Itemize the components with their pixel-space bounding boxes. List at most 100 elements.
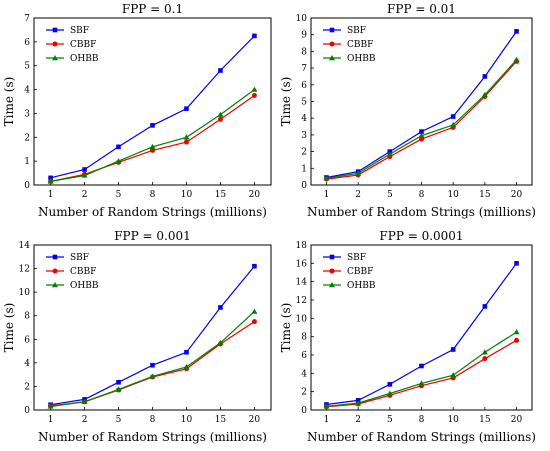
y-tick-label: 4 bbox=[301, 114, 307, 124]
legend-marker-cbbf bbox=[329, 268, 335, 274]
legend: SBF CBBF OHBB bbox=[323, 26, 376, 64]
x-tick-label: 10 bbox=[181, 415, 193, 425]
legend-label-ohbb: OHBB bbox=[347, 281, 376, 291]
y-tick-label: 1 bbox=[24, 157, 30, 167]
legend-marker-ohbb bbox=[52, 282, 58, 288]
data-point-ohbb bbox=[217, 111, 224, 117]
y-tick-label: 0 bbox=[24, 181, 30, 191]
y-tick-label: 6 bbox=[24, 38, 30, 48]
y-tick-label: 0 bbox=[24, 406, 30, 416]
data-point-sbf bbox=[184, 106, 189, 111]
x-tick-label: 8 bbox=[150, 190, 156, 200]
data-point-cbbf bbox=[482, 356, 488, 362]
y-tick-label: 0 bbox=[301, 181, 307, 191]
y-tick-label: 1 bbox=[301, 164, 307, 174]
x-tick-label: 8 bbox=[150, 415, 156, 425]
data-point-sbf bbox=[252, 263, 257, 269]
legend-marker-ohbb bbox=[329, 55, 335, 61]
data-point-sbf bbox=[218, 305, 223, 310]
legend-marker-sbf bbox=[329, 254, 335, 260]
legend-label-sbf: SBF bbox=[70, 253, 89, 263]
y-tick-label: 10 bbox=[19, 288, 31, 298]
x-tick-label: 1 bbox=[324, 190, 330, 200]
x-axis-label: Number of Random Strings (millions) bbox=[38, 205, 267, 219]
data-point-sbf bbox=[150, 123, 155, 128]
chart-title: FPP = 0.001 bbox=[114, 229, 191, 243]
data-point-cbbf bbox=[150, 147, 155, 153]
x-tick-label: 5 bbox=[387, 190, 393, 200]
data-point-cbbf bbox=[183, 139, 189, 145]
y-axis-label: Time (s) bbox=[279, 77, 293, 127]
data-point-sbf bbox=[82, 167, 87, 172]
y-tick-label: 7 bbox=[301, 64, 307, 74]
data-point-ohbb bbox=[251, 86, 258, 92]
chart-title: FPP = 0.0001 bbox=[379, 229, 463, 243]
legend: SBF CBBF OHBB bbox=[323, 253, 376, 291]
data-point-cbbf bbox=[251, 319, 257, 325]
data-point-ohbb bbox=[355, 400, 362, 406]
data-point-ohbb bbox=[481, 349, 488, 355]
chart-panel-2: FPP = 0.01 0 1 2 3 4 5 6 7 8 9 10 1 2 5 8 10 15 20 Number o… bbox=[279, 2, 536, 219]
y-tick-label: 12 bbox=[296, 296, 307, 306]
data-point-ohbb bbox=[183, 363, 190, 370]
data-point-cbbf bbox=[217, 116, 223, 122]
y-tick-label: 14 bbox=[19, 241, 31, 251]
data-point-sbf bbox=[48, 175, 53, 181]
x-tick-label: 8 bbox=[419, 415, 425, 425]
x-tick-label: 5 bbox=[116, 190, 122, 200]
legend-label-ohbb: OHBB bbox=[70, 54, 99, 64]
data-point-ohbb bbox=[481, 91, 488, 98]
x-tick-label: 2 bbox=[355, 415, 361, 425]
legend-label-cbbf: CBBF bbox=[70, 267, 96, 277]
series-line-cbbf bbox=[326, 60, 517, 180]
legend-label-sbf: SBF bbox=[347, 26, 366, 36]
data-point-sbf bbox=[450, 347, 456, 352]
y-tick-label: 6 bbox=[301, 351, 307, 361]
data-point-sbf bbox=[218, 68, 223, 73]
data-point-sbf bbox=[387, 382, 393, 387]
data-point-sbf bbox=[184, 349, 189, 355]
y-tick-label: 4 bbox=[301, 369, 307, 379]
legend-label-sbf: SBF bbox=[347, 253, 366, 263]
y-tick-label: 6 bbox=[24, 335, 30, 345]
chart-title: FPP = 0.01 bbox=[387, 2, 456, 16]
legend-marker-ohbb bbox=[52, 55, 58, 61]
y-axis-label: Time (s) bbox=[2, 303, 16, 353]
y-tick-label: 8 bbox=[24, 312, 30, 322]
y-tick-label: 5 bbox=[24, 62, 30, 72]
y-tick-label: 5 bbox=[301, 98, 307, 108]
x-tick-label: 15 bbox=[215, 415, 227, 425]
y-tick-label: 2 bbox=[24, 133, 30, 143]
legend-marker-sbf bbox=[52, 27, 58, 33]
data-point-sbf bbox=[514, 29, 519, 34]
legend-label-cbbf: CBBF bbox=[347, 267, 373, 277]
x-tick-label: 20 bbox=[511, 190, 523, 200]
data-point-sbf bbox=[450, 114, 456, 119]
x-tick-label: 2 bbox=[355, 190, 361, 200]
y-tick-label: 8 bbox=[301, 333, 307, 343]
legend-marker-ohbb bbox=[329, 282, 335, 288]
y-tick-label: 14 bbox=[296, 278, 308, 288]
series-line-cbbf bbox=[50, 95, 255, 182]
legend-marker-cbbf bbox=[329, 41, 335, 47]
y-tick-label: 3 bbox=[24, 109, 30, 119]
data-point-cbbf bbox=[514, 337, 520, 343]
plot-frame bbox=[310, 17, 533, 186]
legend-marker-sbf bbox=[329, 27, 335, 33]
data-point-ohbb bbox=[450, 121, 457, 128]
x-axis-label: Number of Random Strings (millions) bbox=[307, 430, 536, 444]
data-point-ohbb bbox=[386, 390, 393, 396]
x-tick-label: 20 bbox=[249, 190, 261, 200]
legend: SBF CBBF OHBB bbox=[46, 26, 99, 64]
y-tick-label: 7 bbox=[24, 14, 30, 24]
data-point-sbf bbox=[482, 304, 488, 309]
data-point-ohbb bbox=[81, 398, 88, 404]
x-tick-label: 5 bbox=[387, 415, 393, 425]
x-tick-label: 10 bbox=[447, 415, 459, 425]
data-point-ohbb bbox=[418, 380, 425, 386]
chart-title: FPP = 0.1 bbox=[122, 2, 183, 16]
data-point-ohbb bbox=[450, 372, 457, 378]
legend-label-cbbf: CBBF bbox=[347, 40, 373, 50]
data-point-ohbb bbox=[251, 308, 258, 314]
